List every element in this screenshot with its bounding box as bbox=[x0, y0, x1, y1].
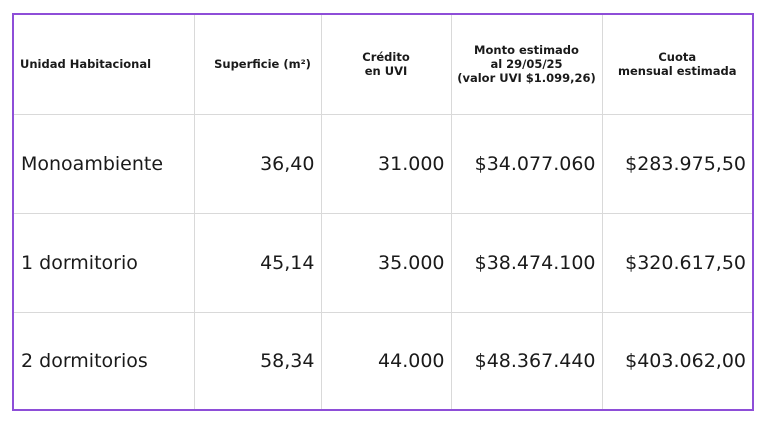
cell-surface: 36,40 bbox=[194, 114, 322, 214]
header-unit-type: Unidad Habitacional bbox=[14, 15, 195, 115]
cell-unit-type: 1 dormitorio bbox=[14, 213, 195, 313]
cell-surface: 45,14 bbox=[194, 213, 322, 313]
cell-estimated-amount: $38.474.100 bbox=[451, 213, 603, 313]
cell-credit-uvi: 31.000 bbox=[321, 114, 452, 214]
housing-credit-table: Unidad Habitacional Superficie (m²) Créd… bbox=[14, 15, 752, 409]
cell-monthly-fee: $403.062,00 bbox=[625, 349, 746, 372]
header-monthly-fee: Cuota mensual estimada bbox=[602, 15, 752, 115]
table-frame: Unidad Habitacional Superficie (m²) Créd… bbox=[12, 13, 754, 411]
cell-monthly-fee: $320.617,50 bbox=[602, 213, 752, 313]
table-row: 1 dormitorio 45,14 35.000 $38.474.100 $3… bbox=[14, 213, 752, 313]
header-row: Unidad Habitacional Superficie (m²) Créd… bbox=[14, 15, 752, 115]
cell-credit-uvi: 44.000 bbox=[321, 312, 452, 409]
cell-surface: 58,34 bbox=[194, 312, 322, 409]
header-estimated-amount: Monto estimado al 29/05/25 (valor UVI $1… bbox=[451, 15, 603, 115]
table-row: 2 dormitorios 58,34 44.000 $48.367.440 $… bbox=[14, 312, 752, 409]
header-surface: Superficie (m²) bbox=[194, 15, 322, 115]
cell-estimated-amount: $34.077.060 bbox=[451, 114, 603, 214]
cell-unit-type: Monoambiente bbox=[14, 114, 195, 214]
header-credit-uvi: Crédito en UVI bbox=[321, 15, 452, 115]
cell-monthly-fee: $283.975,50 bbox=[602, 114, 752, 214]
cell-credit-uvi: 35.000 bbox=[321, 213, 452, 313]
table-row: Monoambiente 36,40 31.000 $34.077.060 $2… bbox=[14, 114, 752, 214]
cell-unit-type: 2 dormitorios bbox=[14, 312, 195, 409]
cell-estimated-amount: $48.367.440 bbox=[451, 312, 603, 409]
